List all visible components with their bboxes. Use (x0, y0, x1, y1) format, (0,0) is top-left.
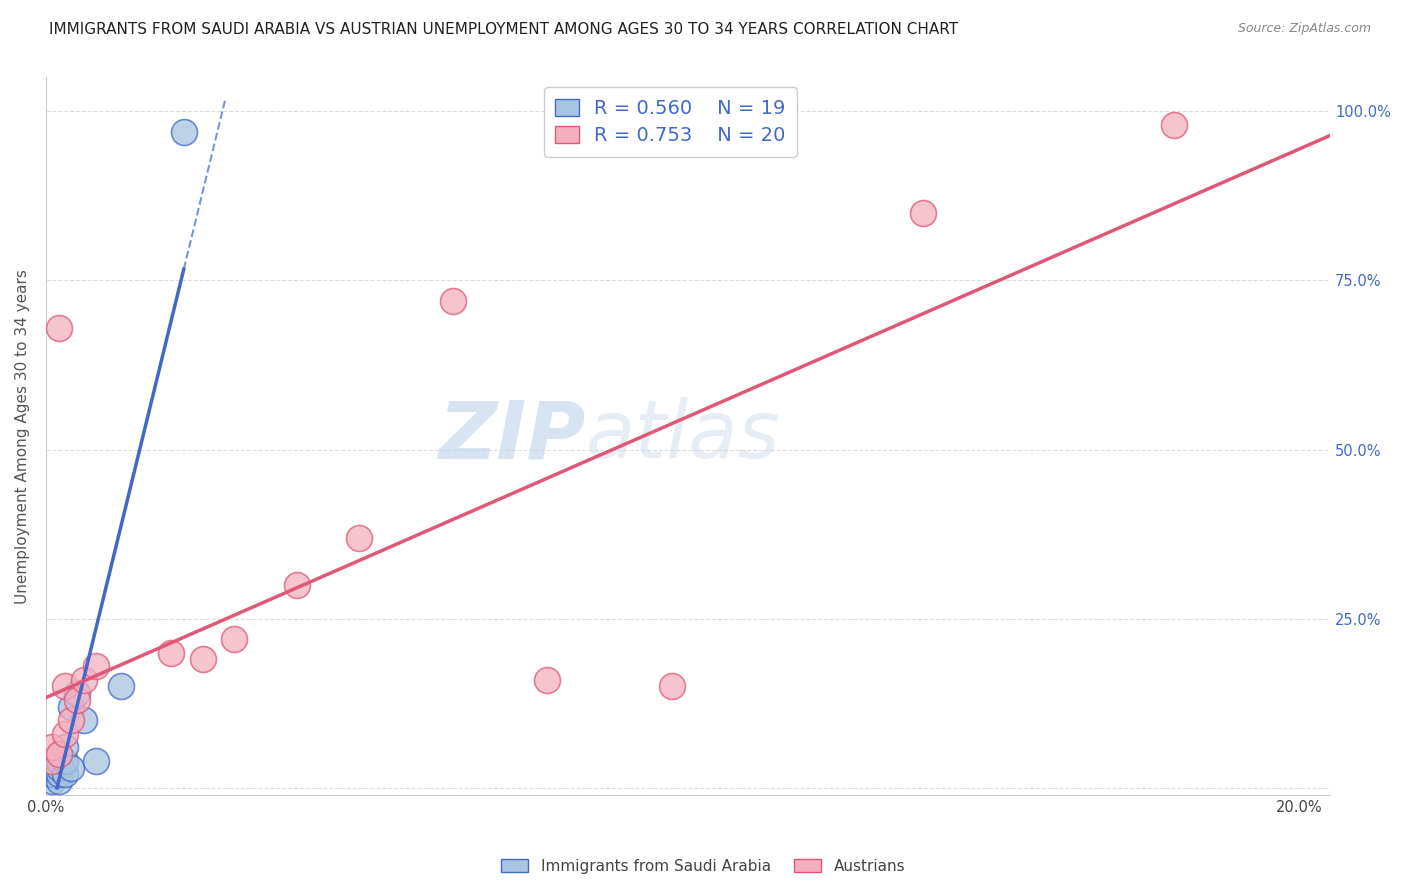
Point (1163, 118, 1185, 132)
Point (60, 761, 83, 775)
Point (285, 578, 308, 592)
Point (60, 713, 83, 727)
Point (347, 531, 370, 545)
Point (48, 320, 70, 334)
Point (53, 767, 76, 781)
Point (41, 767, 63, 781)
Point (48, 747, 70, 761)
Point (60, 699, 83, 714)
Point (72, 713, 94, 727)
Point (441, 293, 464, 308)
Point (53, 740, 76, 755)
Point (48, 754, 70, 768)
Point (66, 686, 89, 700)
Point (53, 727, 76, 741)
Point (536, 673, 558, 687)
Point (41, 740, 63, 755)
Point (41, 754, 63, 768)
Legend: Immigrants from Saudi Arabia, Austrians: Immigrants from Saudi Arabia, Austrians (495, 853, 911, 880)
Point (48, 767, 70, 781)
Point (53, 754, 76, 768)
Point (173, 125, 195, 139)
Point (41, 761, 63, 775)
Point (110, 680, 132, 694)
Point (191, 652, 214, 666)
Text: atlas: atlas (585, 397, 780, 475)
Y-axis label: Unemployment Among Ages 30 to 34 years: Unemployment Among Ages 30 to 34 years (15, 268, 30, 604)
Legend: R = 0.560    N = 19, R = 0.753    N = 20: R = 0.560 N = 19, R = 0.753 N = 20 (544, 87, 797, 157)
Point (84, 754, 107, 768)
Point (661, 680, 683, 694)
Point (41, 774, 63, 789)
Point (84, 659, 107, 673)
Point (66, 693, 89, 707)
Point (48, 774, 70, 789)
Point (912, 206, 935, 220)
Point (48, 761, 70, 775)
Text: ZIP: ZIP (439, 397, 585, 475)
Point (160, 646, 183, 660)
Point (53, 680, 76, 694)
Text: Source: ZipAtlas.com: Source: ZipAtlas.com (1237, 22, 1371, 36)
Point (41, 767, 63, 781)
Text: IMMIGRANTS FROM SAUDI ARABIA VS AUSTRIAN UNEMPLOYMENT AMONG AGES 30 TO 34 YEARS : IMMIGRANTS FROM SAUDI ARABIA VS AUSTRIAN… (49, 22, 959, 37)
Point (222, 632, 245, 646)
Point (41, 761, 63, 775)
Point (72, 673, 94, 687)
